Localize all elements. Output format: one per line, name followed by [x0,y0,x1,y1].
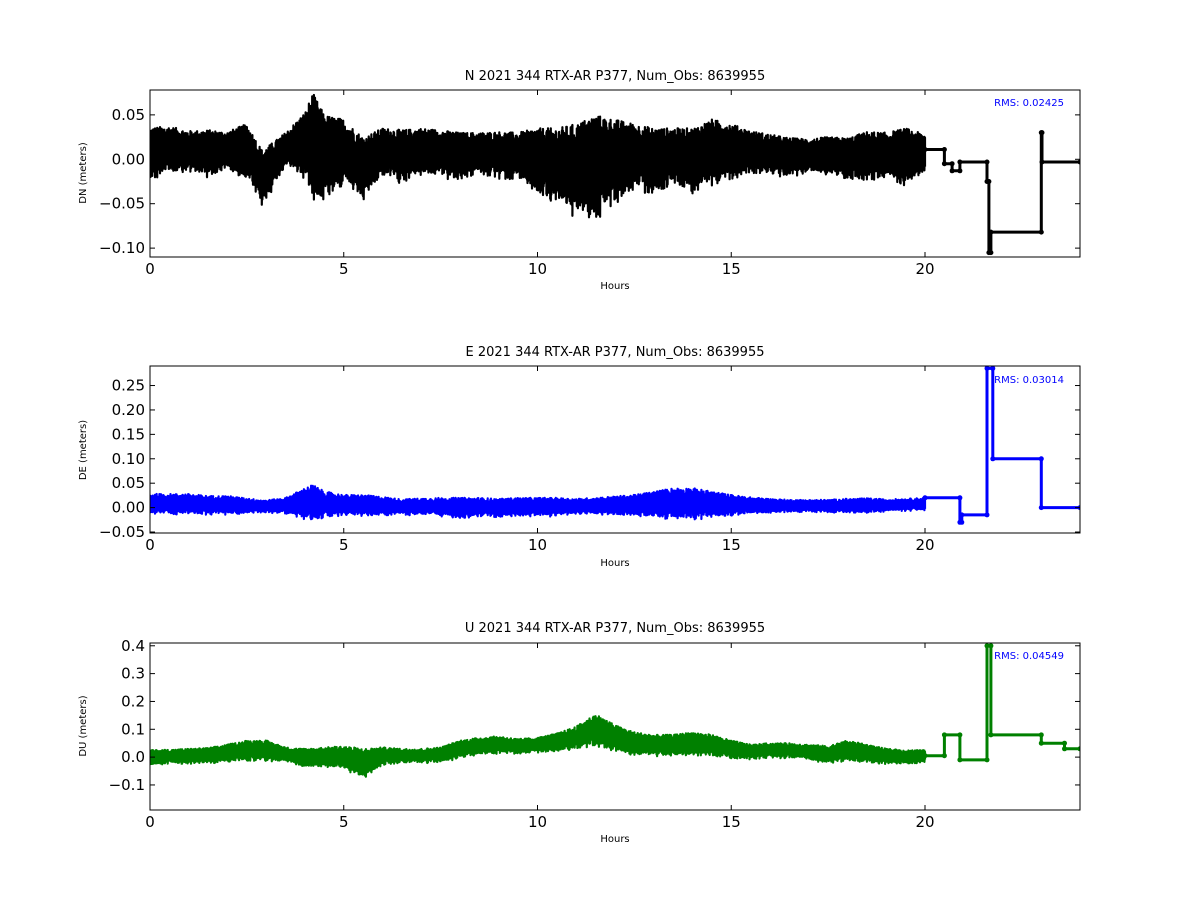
y-tick-label: 0.2 [121,692,145,710]
x-tick-label: 15 [722,813,741,831]
data-point [957,495,963,501]
data-point [941,161,947,167]
data-point [941,147,947,152]
y-tick-label: 0.4 [121,637,145,655]
data-point [990,366,996,371]
data-point [1038,740,1044,746]
data-point [988,643,994,649]
x-tick-label: 10 [528,813,547,831]
y-tick-label: 0.10 [112,450,145,468]
data-point [1077,159,1080,165]
data-point [949,161,955,167]
data-point [984,643,990,649]
x-tick-label: 20 [915,260,934,278]
data-point [1039,130,1045,136]
panel-title: E 2021 344 RTX-AR P377, Num_Obs: 8639955 [466,345,765,360]
x-axis-label: Hours [600,281,629,292]
rms-annotation: RMS: 0.03014 [994,375,1064,386]
x-tick-label: 0 [145,536,155,554]
x-tick-label: 10 [528,260,547,278]
y-tick-label: 0.00 [112,499,145,517]
data-point [986,179,992,184]
y-axis-label: DN (meters) [78,142,89,204]
panel-title: N 2021 344 RTX-AR P377, Num_Obs: 8639955 [465,69,765,84]
data-point [959,512,965,518]
y-tick-label: 0.05 [112,106,145,124]
y-tick-label: −0.10 [99,239,145,257]
data-point [1077,746,1080,752]
y-tick-label: 0.1 [121,720,145,738]
plot-area [150,643,1080,778]
x-tick-label: 10 [528,536,547,554]
data-point [984,757,990,763]
rms-annotation: RMS: 0.02425 [994,98,1064,109]
panel-up: U 2021 344 RTX-AR P377, Num_Obs: 8639955… [78,621,1081,845]
data-point [988,229,994,235]
data-point [957,168,963,174]
y-tick-label: 0.25 [112,377,145,395]
y-tick-label: −0.05 [99,523,145,541]
data-series-noise [150,715,927,778]
y-tick-label: −0.05 [99,195,145,213]
data-point [990,456,996,462]
x-tick-label: 5 [339,260,349,278]
x-tick-label: 0 [145,260,155,278]
data-point [1062,740,1067,746]
data-point [1062,746,1067,752]
panel-north: N 2021 344 RTX-AR P377, Num_Obs: 8639955… [78,69,1081,292]
data-point [941,753,947,759]
data-series-noise [150,484,927,521]
y-tick-label: 0.20 [112,401,145,419]
panel-east: E 2021 344 RTX-AR P377, Num_Obs: 8639955… [78,345,1081,569]
data-point [1038,505,1044,511]
x-tick-label: 5 [339,813,349,831]
data-point [984,159,990,165]
data-series-step [925,366,1080,524]
data-series-noise [150,93,927,219]
data-point [988,250,994,256]
rms-annotation: RMS: 0.04549 [994,651,1064,662]
y-axis-label: DE (meters) [78,420,89,480]
data-point [922,495,928,501]
y-tick-label: −0.1 [109,776,145,794]
x-tick-label: 5 [339,536,349,554]
data-point [957,159,963,165]
data-point [1038,456,1044,462]
plot-frame [149,365,1081,534]
data-point [1039,159,1045,165]
plot-area [150,93,1080,256]
y-tick-label: 0.05 [112,474,145,492]
data-point [1038,732,1044,738]
data-point [922,753,928,759]
x-tick-label: 0 [145,813,155,831]
data-point [959,519,965,525]
y-tick-label: 0.00 [112,150,145,168]
data-point [922,147,928,152]
data-point [984,366,990,371]
x-tick-label: 20 [915,813,934,831]
y-tick-label: 0.15 [112,425,145,443]
data-point [941,732,947,738]
x-tick-label: 15 [722,260,741,278]
x-tick-label: 15 [722,536,741,554]
data-point [1038,229,1044,235]
x-axis-label: Hours [600,834,629,845]
x-tick-label: 20 [915,536,934,554]
panel-title: U 2021 344 RTX-AR P377, Num_Obs: 8639955 [465,621,765,636]
y-tick-label: 0.3 [121,665,145,683]
data-point [957,757,963,763]
x-axis-label: Hours [600,558,629,569]
data-point [984,512,990,518]
data-point [949,168,955,174]
data-point [957,732,963,738]
y-tick-label: 0.0 [121,748,145,766]
data-point [988,732,994,738]
plot-frame [149,642,1081,811]
plot-area [150,366,1080,525]
plot-frame [149,89,1081,258]
y-axis-label: DU (meters) [78,695,89,756]
